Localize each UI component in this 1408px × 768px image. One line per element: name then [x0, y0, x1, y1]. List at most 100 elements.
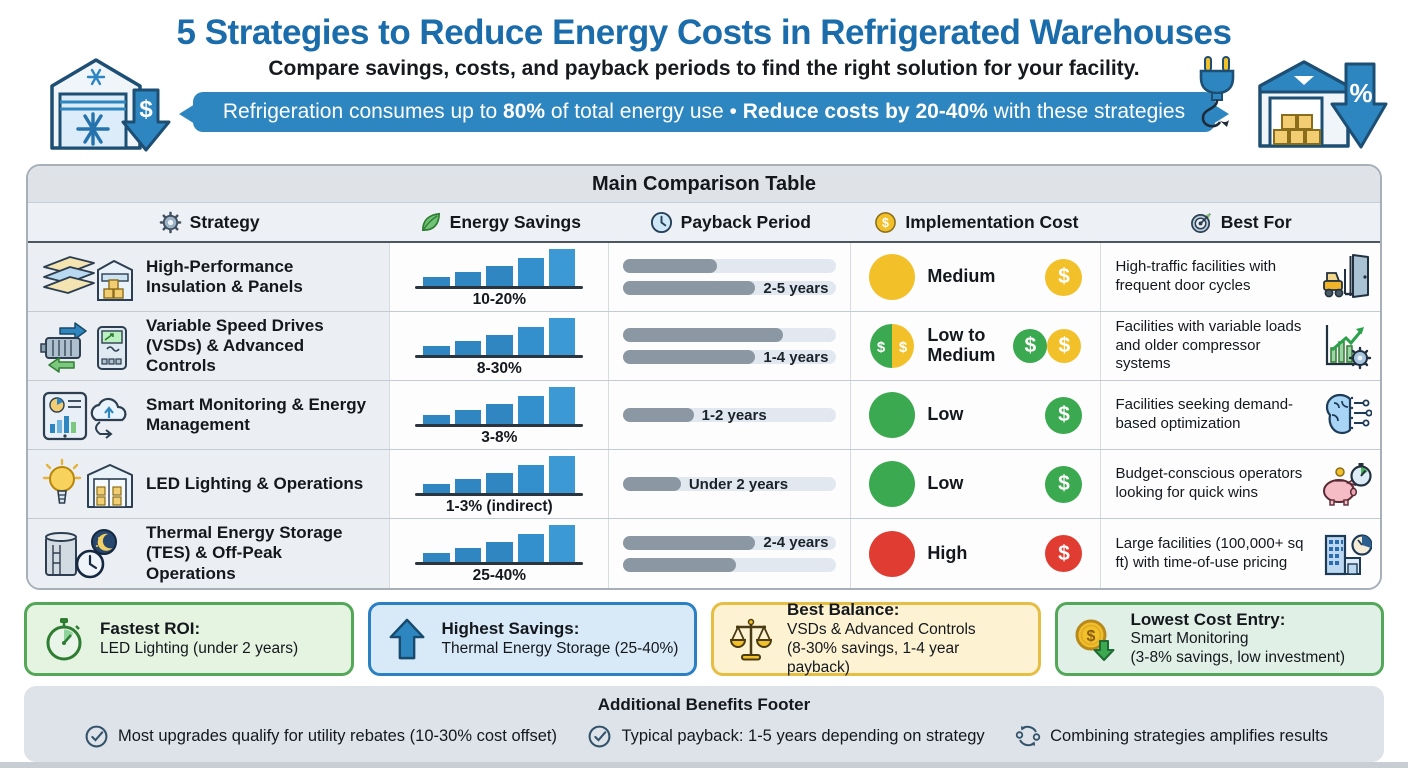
payback-bar-fill: [623, 281, 756, 295]
chart-gear-icon: [1320, 320, 1372, 372]
vsd-motor-icon: [40, 319, 136, 373]
table-row: Thermal Energy Storage (TES) & Off-Peak …: [28, 519, 1380, 588]
energy-savings-cell: 25-40%: [390, 519, 610, 588]
strategy-cell: High-Performance Insulation & Panels: [28, 243, 391, 311]
column-label: Strategy: [189, 211, 260, 232]
insulation-panels-icon: [40, 250, 136, 304]
payback-value: Under 2 years: [688, 475, 789, 493]
check-circle-icon: [587, 724, 612, 749]
cost-level-indicator: [869, 392, 916, 438]
column-header-payback-period: Payback Period: [609, 203, 851, 241]
cost-level-indicator: [869, 461, 916, 507]
chart-baseline: [415, 285, 584, 289]
payback-bar-fill: [623, 350, 756, 364]
svg-text:$: $: [1086, 628, 1095, 645]
payback-bar: 2-4 years: [623, 534, 837, 551]
table-row: High-Performance Insulation & Panels 10-…: [28, 243, 1380, 312]
dollar-coin-icon: $: [1045, 465, 1083, 503]
benefits-footer: Additional Benefits Footer Most upgrades…: [24, 686, 1384, 762]
svg-text:$: $: [139, 96, 153, 123]
table-title: Main Comparison Table: [28, 166, 1380, 203]
payback-value: 1-2 years: [701, 406, 767, 424]
payback-cell: Under 2 years: [609, 450, 852, 518]
chart-baseline: [415, 562, 584, 565]
strategy-name: High-Performance Insulation & Panels: [146, 256, 303, 296]
table-header-row: Strategy Energy Savings Payback Period $…: [28, 203, 1380, 243]
callout-lowest-cost-entry: $ Lowest Cost Entry: Smart Monitoring (3…: [1054, 602, 1384, 676]
strategy-cell: LED Lighting & Operations: [28, 450, 391, 518]
chart-baseline: [415, 423, 584, 427]
savings-bar: [454, 478, 482, 493]
smart-monitoring-icon: [40, 388, 136, 442]
savings-bar: [454, 340, 482, 355]
implementation-cost-cell: Low $: [851, 381, 1102, 449]
footer-title: Additional Benefits Footer: [597, 695, 811, 714]
best-for-text: Large facilities (100,000+ sq ft) with t…: [1115, 534, 1304, 571]
callout-text: Thermal Energy Storage (25-40%): [441, 639, 679, 657]
callout-title: Fastest ROI:: [100, 619, 201, 639]
cost-level-label: Low: [927, 404, 964, 425]
implementation-cost-cell: High $: [851, 519, 1102, 588]
footer-item-text: Most upgrades qualify for utility rebate…: [118, 726, 557, 745]
image-bottom-strip: [0, 762, 1408, 768]
cost-level-label: Medium: [927, 266, 996, 287]
split-cost-circle-icon: $ $: [869, 323, 915, 369]
footer-item-text: Combining strategies amplifies results: [1050, 726, 1328, 745]
savings-bar: [548, 525, 576, 562]
payback-cell: 2-4 years: [609, 519, 852, 588]
gear-icon: [159, 211, 182, 234]
header: 5 Strategies to Reduce Energy Costs in R…: [0, 0, 1408, 152]
energy-savings-cell: 8-30%: [390, 312, 610, 380]
savings-value: 3-8%: [481, 428, 518, 446]
callout-title: Best Balance:: [787, 600, 900, 620]
footer-item: Most upgrades qualify for utility rebate…: [84, 723, 557, 749]
savings-bar: [517, 326, 544, 355]
footer-item-text: Typical payback: 1-5 years depending on …: [621, 726, 985, 745]
banner-tail-left: [178, 104, 195, 124]
best-for-text: Budget-conscious operators looking for q…: [1115, 465, 1303, 501]
payback-bar-fill: [623, 477, 681, 491]
savings-bar: [517, 395, 544, 424]
implementation-cost-cell: Low $: [851, 450, 1102, 518]
savings-value: 10-20%: [472, 290, 527, 308]
stopwatch-icon: [41, 616, 87, 662]
balance-scale-icon: [728, 616, 774, 662]
svg-text:%: %: [1349, 78, 1372, 108]
callout-text: LED Lighting (under 2 years): [100, 639, 299, 657]
payback-bar: 1-2 years: [623, 406, 837, 424]
check-circle-icon: [84, 724, 109, 749]
payback-bar: Under 2 years: [623, 475, 837, 493]
target-icon: [1190, 211, 1213, 234]
callout-title: Lowest Cost Entry:: [1130, 609, 1286, 629]
payback-bar-fill: [623, 259, 718, 273]
savings-bar: [548, 386, 576, 424]
cost-level-label: Low to Medium: [927, 325, 996, 365]
savings-bar: [517, 257, 544, 286]
forklift-door-icon: [1320, 251, 1372, 303]
warehouse-discount-icon: %: [1244, 50, 1394, 150]
chart-baseline: [415, 492, 584, 496]
energy-savings-cell: 1-3% (indirect): [390, 450, 610, 518]
stats-banner: Refrigeration consumes up to 80% of tota…: [178, 92, 1230, 132]
callout-title: Highest Savings:: [441, 619, 580, 639]
table-row: Variable Speed Drives (VSDs) & Advanced …: [28, 312, 1380, 381]
svg-text:$: $: [899, 339, 908, 356]
led-lighting-icon: [40, 457, 136, 511]
callout-highest-savings: Highest Savings: Thermal Energy Storage …: [367, 602, 697, 676]
callout-text: (8-30% savings, 1-4 year payback): [787, 639, 960, 676]
savings-bar: [548, 317, 576, 355]
payback-bar-fill: [623, 328, 784, 342]
dollar-coin-icon: $: [1047, 329, 1082, 363]
svg-text:$: $: [877, 339, 886, 356]
payback-value: 2-4 years: [763, 534, 829, 551]
strategy-name: Variable Speed Drives (VSDs) & Advanced …: [146, 315, 324, 376]
savings-bar: [423, 483, 450, 493]
savings-bar: [454, 409, 482, 424]
cost-level-indicator: [869, 254, 916, 300]
savings-bar-chart: [423, 315, 576, 355]
cold-warehouse-dollar-icon: $: [38, 52, 188, 152]
payback-bar: [623, 557, 837, 572]
savings-bar: [454, 548, 482, 562]
column-label: Implementation Cost: [905, 211, 1079, 232]
best-for-text: Facilities seeking demand-based optimiza…: [1115, 396, 1294, 432]
